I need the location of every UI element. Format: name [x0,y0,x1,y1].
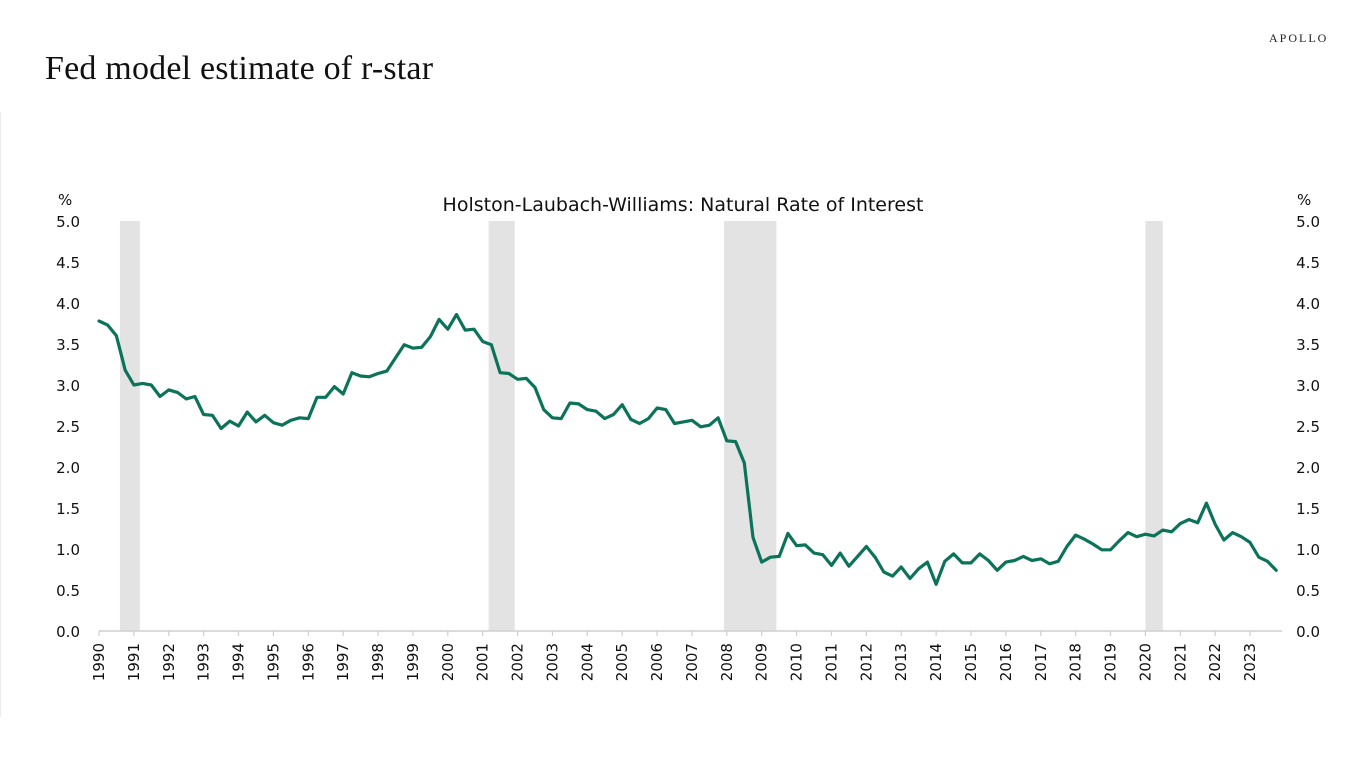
x-tick-label: 2002 [509,643,527,681]
x-tick-label: 1993 [195,643,213,681]
x-tick-label: 2016 [997,643,1015,681]
x-tick-label: 2018 [1067,643,1085,681]
y-tick-label-right: 1.0 [1296,541,1320,559]
y-tick-label-right: 4.0 [1296,295,1320,313]
y-tick-label-left: 1.0 [56,541,80,559]
chart-title: Holston-Laubach-Williams: Natural Rate o… [443,194,924,216]
series-group [97,312,1278,586]
y-axis-left-unit: % [58,191,72,209]
x-tick-label: 1996 [299,643,317,681]
recession-bands [119,221,1163,631]
y-tick-label-right: 2.0 [1296,459,1320,477]
y-tick-label-right: 1.5 [1296,500,1320,518]
series-line [97,312,1278,586]
x-tick-label: 2014 [927,643,945,681]
recession-band [724,221,777,631]
y-tick-label-left: 2.0 [56,459,80,477]
y-tick-label-right: 3.0 [1296,377,1320,395]
y-tick-label-left: 3.5 [56,336,80,354]
y-axis-right-unit: % [1297,191,1311,209]
x-tick-label: 1998 [369,643,387,681]
x-tick-label: 2015 [962,643,980,681]
y-tick-label-right: 0.0 [1296,623,1320,641]
y-tick-label-right: 0.5 [1296,582,1320,600]
x-tick-label: 2006 [648,643,666,681]
x-tick-label: 2004 [578,643,596,681]
x-tick-label: 1990 [90,643,108,681]
recession-band [488,221,515,631]
x-tick-label: 2011 [822,643,840,681]
left-edge-rule [0,112,1,717]
recession-band [1145,221,1163,631]
y-tick-label-left: 3.0 [56,377,80,395]
y-tick-label-left: 2.5 [56,418,80,436]
x-tick-label: 2008 [718,643,736,681]
y-tick-label-left: 4.0 [56,295,80,313]
x-tick-label: 2013 [892,643,910,681]
x-tick-label: 2000 [439,643,457,681]
x-tick-label: 1992 [160,643,178,681]
x-tick-label: 1999 [404,643,422,681]
x-tick-labels: 1990 1991 1992 1993 1994 1995 1996 1997 1998 1999… [90,631,1259,681]
recession-band [119,221,140,631]
y-tick-label-left: 5.0 [56,213,80,231]
y-tick-label-right: 5.0 [1296,213,1320,231]
page-title: Fed model estimate of r-star [45,50,434,87]
x-tick-label: 2017 [1032,643,1050,681]
x-tick-label: 2007 [683,643,701,681]
apollo-logo: APOLLO [1269,31,1329,45]
y-tick-label-left: 0.5 [56,582,80,600]
y-tick-label-right: 4.5 [1296,254,1320,272]
y-tick-label-left: 4.5 [56,254,80,272]
x-tick-label: 2022 [1206,643,1224,681]
x-tick-label: 2009 [753,643,771,681]
x-tick-label: 2005 [613,643,631,681]
x-tick-label: 1991 [125,643,143,681]
x-tick-label: 1997 [334,643,352,681]
y-axis-left: 0.0 0.5 1.0 1.5 2.0 2.5 3.0 3.5 4.0 4.5 5.0 [56,213,80,641]
x-tick-label: 2021 [1171,643,1189,681]
x-tick-label: 2020 [1136,643,1154,681]
y-tick-label-right: 3.5 [1296,336,1320,354]
y-tick-label-left: 0.0 [56,623,80,641]
x-tick-label: 2019 [1102,643,1120,681]
x-tick-label: 2010 [788,643,806,681]
y-axis-right: 0.0 0.5 1.0 1.5 2.0 2.5 3.0 3.5 4.0 4.5 5.0 [1296,213,1320,641]
x-tick-label: 2001 [474,643,492,681]
x-tick-label: 2012 [857,643,875,681]
x-tick-label: 2023 [1241,643,1259,681]
y-tick-label-left: 1.5 [56,500,80,518]
x-tick-label: 2003 [543,643,561,681]
y-tick-label-right: 2.5 [1296,418,1320,436]
x-tick-label: 1995 [264,643,282,681]
x-tick-label: 1994 [230,643,248,681]
